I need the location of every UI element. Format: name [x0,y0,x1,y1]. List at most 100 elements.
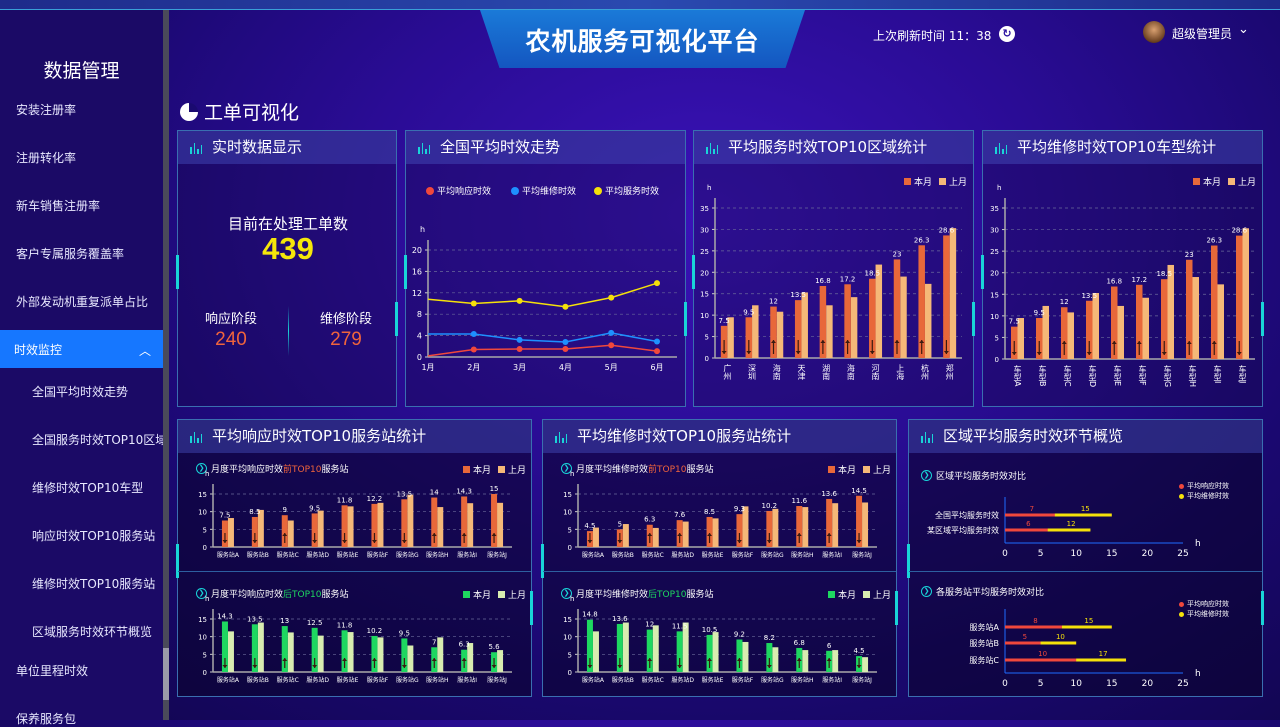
legend-prev[interactable]: 上月 [1228,175,1256,188]
sidebar-item-label: 时效监控 [14,343,63,357]
legend-prev[interactable]: 上月 [498,463,526,476]
subtitle-ov-region: ❯ 区域平均服务时效对比 [921,469,1026,482]
panel-title: 平均响应时效TOP10服务站统计 [212,427,427,445]
legend-label: 本月 [1203,178,1222,188]
sidebar-sub-region-top10[interactable]: 全国服务时效TOP10区域 [32,433,168,447]
legend-label: 上月 [508,466,527,476]
divider [288,306,289,356]
subtitle-repair-back: ❯ 月度平均维修时效 后TOP10 服务站 [561,587,714,600]
legend-label: 上月 [873,466,892,476]
subtitle-text: 服务站 [321,590,349,600]
legend-cur[interactable]: 本月 [463,463,491,476]
sidebar-item-conversion-rate[interactable]: 注册转化率 [16,151,77,165]
legend-label: 本月 [473,466,492,476]
bar-chart-icon [555,432,567,443]
refresh-time: 上次刷新时间 11：38 [873,29,992,43]
legend-response[interactable]: 平均响应时效 [1179,481,1229,491]
panel-header: 平均维修时效TOP10服务站统计 [543,420,896,453]
legend-label: 上月 [508,591,527,601]
sidebar-item-install-rate[interactable]: 安装注册率 [16,103,77,117]
legend-dot [1179,493,1184,499]
bar-chart-icon [995,143,1007,154]
subtitle-text: 各服务站平均服务时效对比 [936,588,1045,598]
panel-header: 实时数据显示 [178,131,396,164]
sidebar-sub-cartype-top10[interactable]: 维修时效TOP10车型 [32,481,144,495]
sidebar-scroll-thumb[interactable] [163,648,169,700]
refresh-icon[interactable]: ↻ [999,26,1015,42]
chevron-down-icon[interactable]: ⌄ [1238,22,1249,37]
repair-stage-label: 维修阶段 [319,312,372,327]
legend-cur[interactable]: 本月 [1193,175,1221,188]
legend-swatch [1228,178,1235,185]
legend-response[interactable]: 平均响应时效 [426,184,491,197]
user-name[interactable]: 超级管理员 [1172,27,1233,41]
panel-title: 平均服务时效TOP10区域统计 [728,138,928,156]
sidebar-item-maintenance[interactable]: 保养服务包 [16,712,77,726]
sidebar-sub-trend[interactable]: 全国平均时效走势 [32,385,129,399]
chevron-right-icon: ❯ [196,588,207,599]
panel-header: 全国平均时效走势 [406,131,685,164]
subtitle-text: 月度平均响应时效 [211,465,284,475]
subtitle-highlight: 后TOP10 [283,590,322,600]
legend-response[interactable]: 平均响应时效 [1179,599,1229,609]
panel-header: 区域平均服务时效环节概览 [909,420,1262,453]
subtitle-text: 服务站 [686,465,714,475]
chevron-up-icon: ︿ [138,344,151,358]
sidebar-item-engine-repeat[interactable]: 外部发动机重复派单占比 [16,295,149,309]
sidebar-item-coverage[interactable]: 客户专属服务覆盖率 [16,247,125,261]
processing-count: 439 [262,231,314,266]
sidebar-sub-overview[interactable]: 区域服务时效环节概览 [32,625,153,639]
chevron-right-icon: ❯ [921,586,932,597]
section-title: 工单可视化 [180,98,299,125]
legend-dot [426,186,434,195]
legend-dot [1179,601,1184,607]
legend-repair[interactable]: 平均维修时效 [1179,491,1229,501]
legend-swatch [828,466,835,473]
sidebar-item-mileage[interactable]: 单位里程时效 [16,664,89,678]
panel-header: 平均服务时效TOP10区域统计 [694,131,973,164]
legend-cur[interactable]: 本月 [904,175,932,188]
chevron-right-icon: ❯ [921,470,932,481]
panel-header: 平均响应时效TOP10服务站统计 [178,420,531,453]
legend-cur[interactable]: 本月 [828,463,856,476]
legend-label: 上月 [873,591,892,601]
sidebar-sub-resp-top10[interactable]: 响应时效TOP10服务站 [32,529,156,543]
bar-chart-icon [190,143,202,154]
legend-repair[interactable]: 平均维修时效 [511,184,576,197]
legend-service[interactable]: 平均服务时效 [594,184,659,197]
legend-cur[interactable]: 本月 [463,588,491,601]
subtitle-ov-station: ❯ 各服务站平均服务时效对比 [921,585,1044,598]
legend-repair[interactable]: 平均维修时效 [1179,609,1229,619]
legend-swatch [863,466,870,473]
section-title-text: 工单可视化 [204,102,300,124]
legend-label: 平均维修时效 [522,187,577,197]
panel-title: 区域平均服务时效环节概览 [943,427,1124,445]
subtitle-highlight: 后TOP10 [648,590,687,600]
sidebar-scrollbar[interactable] [163,10,169,720]
sidebar-sub-repair-top10[interactable]: 维修时效TOP10服务站 [32,577,156,591]
legend-label: 本月 [914,178,933,188]
subtitle-resp-back: ❯ 月度平均响应时效 后TOP10 服务站 [196,587,349,600]
panel-title: 平均维修时效TOP10服务站统计 [577,427,792,445]
sidebar-item-new-car-rate[interactable]: 新车销售注册率 [16,199,101,213]
legend-label: 上月 [949,178,968,188]
legend-prev[interactable]: 上月 [939,175,967,188]
legend-prev[interactable]: 上月 [498,588,526,601]
bar-chart-icon [706,143,718,154]
processing-label: 目前在处理工单数 [227,215,348,233]
legend-cur[interactable]: 本月 [828,588,856,601]
divider [543,571,896,572]
legend-prev[interactable]: 上月 [863,588,891,601]
legend-swatch [463,591,470,598]
panel-repair-top10: 平均维修时效TOP10服务站统计 ❯ 月度平均维修时效 前TOP10 服务站 本月 上… [541,419,898,697]
avatar[interactable] [1143,21,1165,43]
response-stage-label: 响应阶段 [204,312,257,327]
sidebar-item-timeliness[interactable]: 时效监控 ︿ [0,330,163,368]
subtitle-text: 服务站 [686,590,714,600]
panel-cartype-top10: 平均维修时效TOP10车型统计 本月 上月 [981,130,1264,407]
legend-prev[interactable]: 上月 [863,463,891,476]
legend-swatch [1193,178,1200,185]
bar-chart-icon [418,143,430,154]
legend-label: 本月 [473,591,492,601]
divider [909,571,1262,572]
